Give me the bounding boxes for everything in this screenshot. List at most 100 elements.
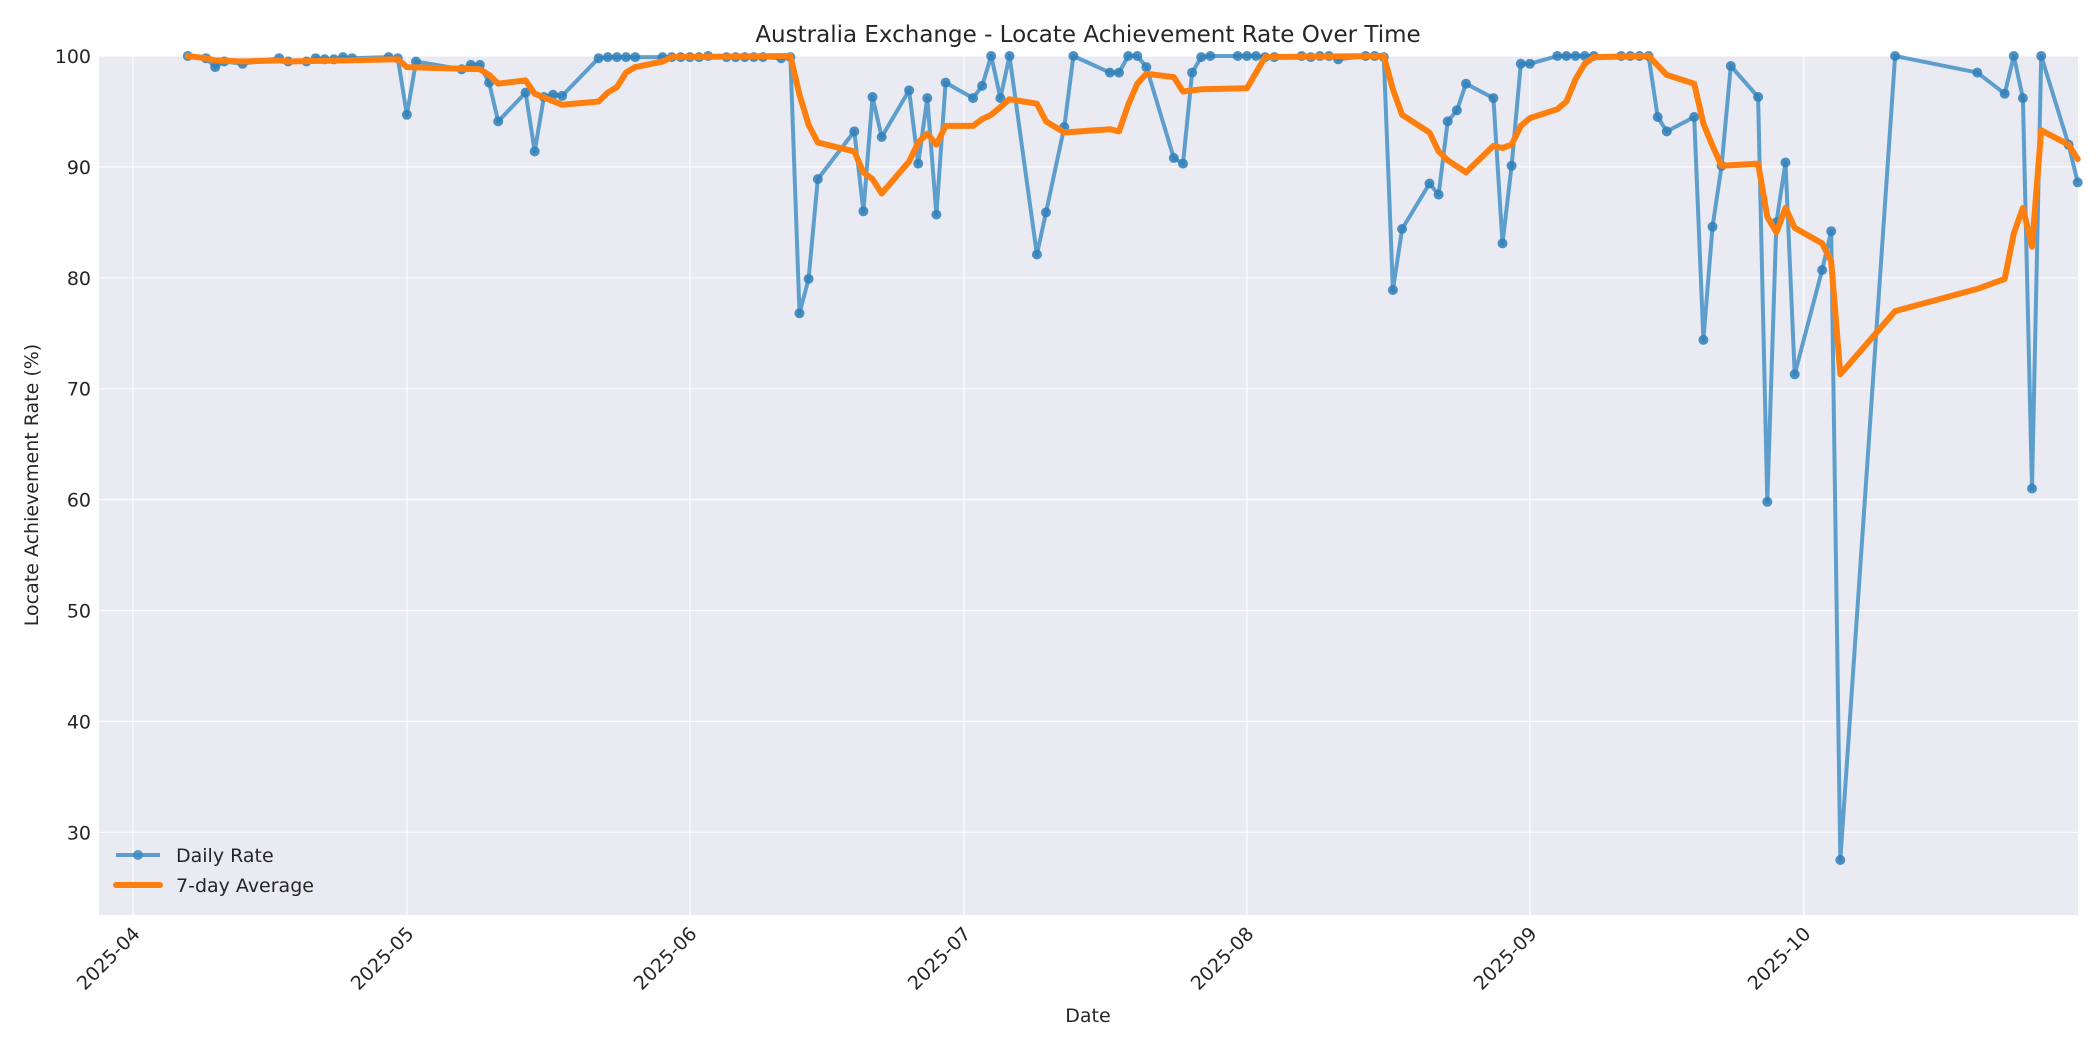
daily-rate-marker <box>1762 496 1773 507</box>
daily-rate-marker <box>1104 67 1115 78</box>
y-tick-label: 50 <box>67 601 91 623</box>
daily-rate-marker <box>1753 92 1764 102</box>
seven-day-average-line <box>184 53 2081 378</box>
daily-rate-marker <box>1397 224 1408 234</box>
daily-rate-marker <box>1004 51 1015 61</box>
daily-rate-marker <box>1689 112 1700 122</box>
daily-rate-marker <box>1187 67 1198 78</box>
daily-rate-marker <box>1561 51 1572 61</box>
daily-rate-marker <box>593 53 604 64</box>
daily-rate-marker <box>1205 51 1216 61</box>
daily-rate-marker <box>1497 238 1508 249</box>
daily-rate-marker <box>1196 52 1207 63</box>
x-axis-label: Date <box>1065 1005 1110 1027</box>
daily-rate-marker <box>1232 51 1243 61</box>
seven-day-average-series <box>184 53 2081 378</box>
daily-rate-marker <box>1068 51 1079 61</box>
daily-rate-marker <box>867 92 878 102</box>
daily-rate-marker <box>1488 93 1499 104</box>
daily-rate-marker <box>1789 369 1800 380</box>
daily-rate-marker <box>1780 157 1791 168</box>
daily-rate-marker <box>1123 51 1134 61</box>
y-tick-label: 40 <box>67 711 91 733</box>
daily-rate-marker <box>922 93 933 104</box>
daily-rate-marker <box>1168 153 1179 163</box>
daily-rate-marker <box>1552 51 1563 61</box>
daily-rate-marker <box>794 308 805 319</box>
daily-rate-marker <box>1817 265 1828 275</box>
daily-rate-marker <box>1451 105 1462 116</box>
x-tick-label: 2025-08 <box>1187 923 1259 995</box>
x-tick-label: 2025-07 <box>904 923 976 995</box>
y-tick-label: 80 <box>67 268 91 290</box>
daily-rate-marker <box>411 56 421 67</box>
daily-rate-marker <box>1041 207 1051 218</box>
daily-rate-marker <box>1890 51 1901 61</box>
x-tick-label: 2025-05 <box>347 923 419 995</box>
daily-rate-marker <box>977 80 988 91</box>
daily-rate-marker <box>2072 177 2083 188</box>
x-tick-label: 2025-06 <box>630 923 702 995</box>
legend-avg-label: 7-day Average <box>176 875 314 897</box>
legend-daily-label: Daily Rate <box>176 845 274 867</box>
daily-rate-marker <box>913 158 924 169</box>
daily-rate-marker <box>210 62 221 73</box>
daily-rate-marker <box>1433 189 1444 200</box>
daily-rate-marker <box>940 77 951 88</box>
daily-rate-marker <box>968 93 978 104</box>
y-tick-label: 70 <box>67 379 91 401</box>
y-tick-label: 100 <box>55 46 91 68</box>
daily-rate-marker <box>1652 112 1663 122</box>
x-tick-label: 2025-04 <box>73 923 145 995</box>
daily-rate-marker <box>1461 78 1471 89</box>
y-tick-label: 90 <box>67 157 91 179</box>
daily-rate-marker <box>1387 285 1398 295</box>
y-tick-label: 60 <box>67 490 91 512</box>
daily-rate-marker <box>931 209 942 220</box>
daily-rate-marker <box>1835 855 1846 865</box>
daily-rate-marker <box>520 87 531 98</box>
y-tick-label: 30 <box>67 822 91 844</box>
y-axis-ticks: 30 40 50 60 70 80 90 100 <box>55 46 91 844</box>
daily-rate-marker <box>995 93 1006 104</box>
x-tick-label: 2025-09 <box>1470 923 1542 995</box>
legend: Daily Rate 7-day Average <box>113 845 314 897</box>
daily-rate-marker <box>557 90 568 101</box>
y-axis-label: Locate Achievement Rate (%) <box>21 344 43 626</box>
daily-rate-marker <box>1524 58 1535 69</box>
daily-rate-marker <box>1707 221 1718 232</box>
chart-title: Australia Exchange - Locate Achievement … <box>755 22 1420 48</box>
daily-rate-marker <box>1972 67 1983 78</box>
daily-rate-marker <box>1241 51 1252 61</box>
daily-rate-marker <box>1424 178 1435 189</box>
daily-rate-marker <box>1826 226 1837 237</box>
daily-rate-marker <box>1999 88 2010 99</box>
daily-rate-marker <box>803 273 814 284</box>
daily-rate-marker <box>876 132 887 142</box>
daily-rate-marker <box>1570 51 1581 61</box>
daily-rate-marker <box>611 52 622 63</box>
plot-area <box>99 56 2078 915</box>
x-axis-ticks: 2025-04 2025-05 2025-06 2025-07 2025-08 2025-… <box>73 923 1815 995</box>
daily-rate-marker <box>1132 51 1143 61</box>
daily-rate-marker <box>493 116 504 127</box>
daily-rate-marker <box>904 85 915 96</box>
daily-rate-marker <box>1114 67 1124 78</box>
daily-rate-marker <box>1178 158 1188 169</box>
daily-rate-marker <box>858 206 869 217</box>
daily-rate-marker <box>602 52 613 63</box>
daily-rate-marker <box>849 126 860 137</box>
daily-rate-marker <box>2027 483 2037 494</box>
daily-rate-marker <box>1141 62 1152 73</box>
daily-rate-marker <box>2008 51 2019 61</box>
daily-rate-marker <box>1442 116 1453 127</box>
x-tick-label: 2025-10 <box>1744 923 1816 995</box>
daily-rate-marker <box>529 146 540 157</box>
daily-rate-marker <box>1515 58 1526 69</box>
daily-rate-marker <box>1506 160 1517 171</box>
daily-rate-marker <box>1251 51 1261 61</box>
daily-rate-marker <box>1661 126 1672 137</box>
daily-rate-marker <box>2036 51 2047 61</box>
daily-rate-marker <box>2017 93 2028 104</box>
